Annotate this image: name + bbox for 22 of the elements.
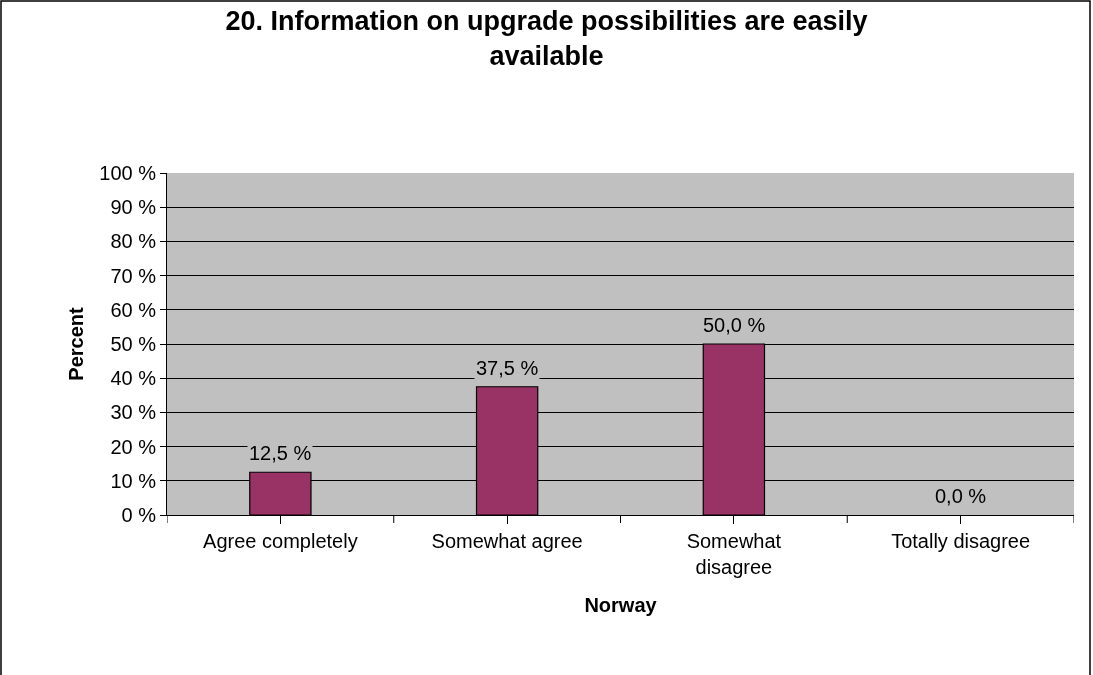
data-label: 12,5 % [249,442,312,464]
y-tick-label: 100 % [99,162,157,184]
data-label: 37,5 % [476,357,539,379]
y-tick-label: 70 % [110,264,157,287]
y-tick-label: 0 % [121,504,157,526]
y-tick-label: 60 % [110,298,157,321]
data-label: 50,0 % [703,314,766,336]
x-tick-label: Agree completely [203,530,358,552]
y-tick-label: 10 % [110,469,157,492]
chart-title: 20. Information on upgrade possibilities are easily available [225,6,868,72]
y-tick-label: 30 % [110,401,157,424]
y-tick-label: 20 % [110,435,157,458]
data-label: 0,0 % [935,485,987,507]
y-axis-title: Percent [64,306,87,381]
x-axis-title: Norway [584,593,658,616]
x-tick-label: Somewhat agree [431,530,583,552]
y-tick-label: 50 % [110,333,157,355]
y-tick-label: 90 % [110,196,157,219]
x-tick-label: Totally disagree [891,530,1031,552]
x-tick-label: Somewhat disagree [686,530,782,578]
y-tick-label: 40 % [110,367,157,390]
y-tick-label: 80 % [110,230,157,253]
